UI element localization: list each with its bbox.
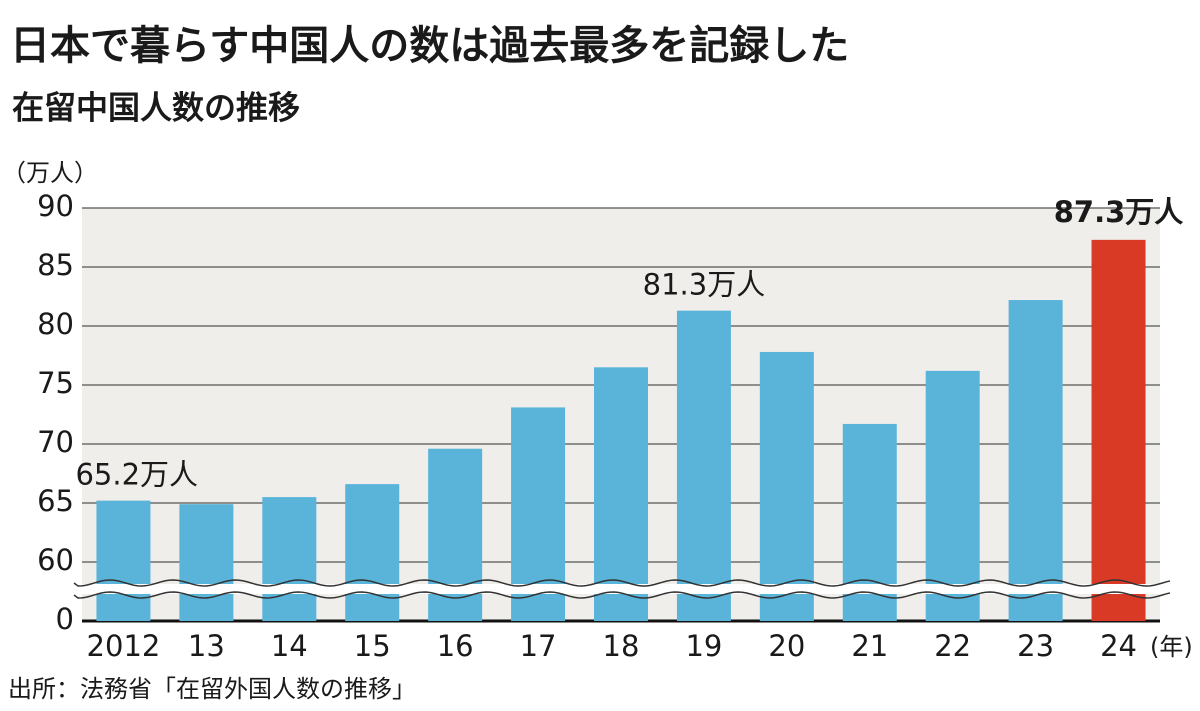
- y-tick-label: 85: [37, 248, 74, 282]
- axis-break-line: [73, 591, 1171, 599]
- x-tick-label: 21: [851, 629, 888, 663]
- y-tick-label: 80: [37, 307, 74, 341]
- value-label: 81.3万人: [643, 268, 766, 302]
- bar: [262, 497, 317, 621]
- axis-break-line: [73, 579, 1171, 587]
- chart-title: 日本で暮らす中国人の数は過去最多を記録した: [10, 23, 849, 69]
- bar: [179, 504, 234, 621]
- bar: [925, 370, 980, 621]
- x-tick-label: 17: [520, 629, 557, 663]
- bar: [676, 310, 731, 621]
- bar: [96, 500, 151, 621]
- x-tick-label: 18: [603, 629, 640, 663]
- bar: [759, 351, 814, 621]
- value-label: 87.3万人: [1054, 195, 1184, 229]
- x-tick-label: 16: [437, 629, 474, 663]
- y-tick-label: 70: [37, 425, 74, 459]
- x-tick-label: 23: [1017, 629, 1054, 663]
- x-tick-label: 14: [271, 629, 308, 663]
- y-tick-label: 0: [56, 602, 74, 636]
- y-tick-label: 90: [37, 189, 74, 223]
- chart-subtitle: 在留中国人数の推移: [12, 89, 300, 127]
- value-label: 65.2万人: [75, 458, 198, 492]
- x-tick-label: 22: [934, 629, 971, 663]
- y-tick-label: 65: [37, 484, 74, 518]
- bar: [1008, 300, 1063, 621]
- source: 出所：法務省「在留外国人数の推移」: [8, 675, 416, 703]
- x-tick-label: 24: [1100, 629, 1137, 663]
- bar: [345, 484, 400, 621]
- bar: [1091, 239, 1146, 622]
- y-tick-label: 75: [37, 366, 74, 400]
- x-tick-label: 13: [188, 629, 225, 663]
- x-tick-label: 2012: [87, 629, 161, 663]
- y-unit: （万人）: [2, 159, 98, 187]
- x-tick-label: 15: [354, 629, 391, 663]
- bar: [594, 367, 648, 621]
- bar: [428, 448, 483, 621]
- axis-break: [74, 584, 1168, 594]
- x-tick-label: 19: [685, 629, 722, 663]
- y-tick-label: 60: [37, 543, 74, 577]
- x-unit: (年): [1150, 633, 1193, 661]
- x-tick-label: 20: [768, 629, 805, 663]
